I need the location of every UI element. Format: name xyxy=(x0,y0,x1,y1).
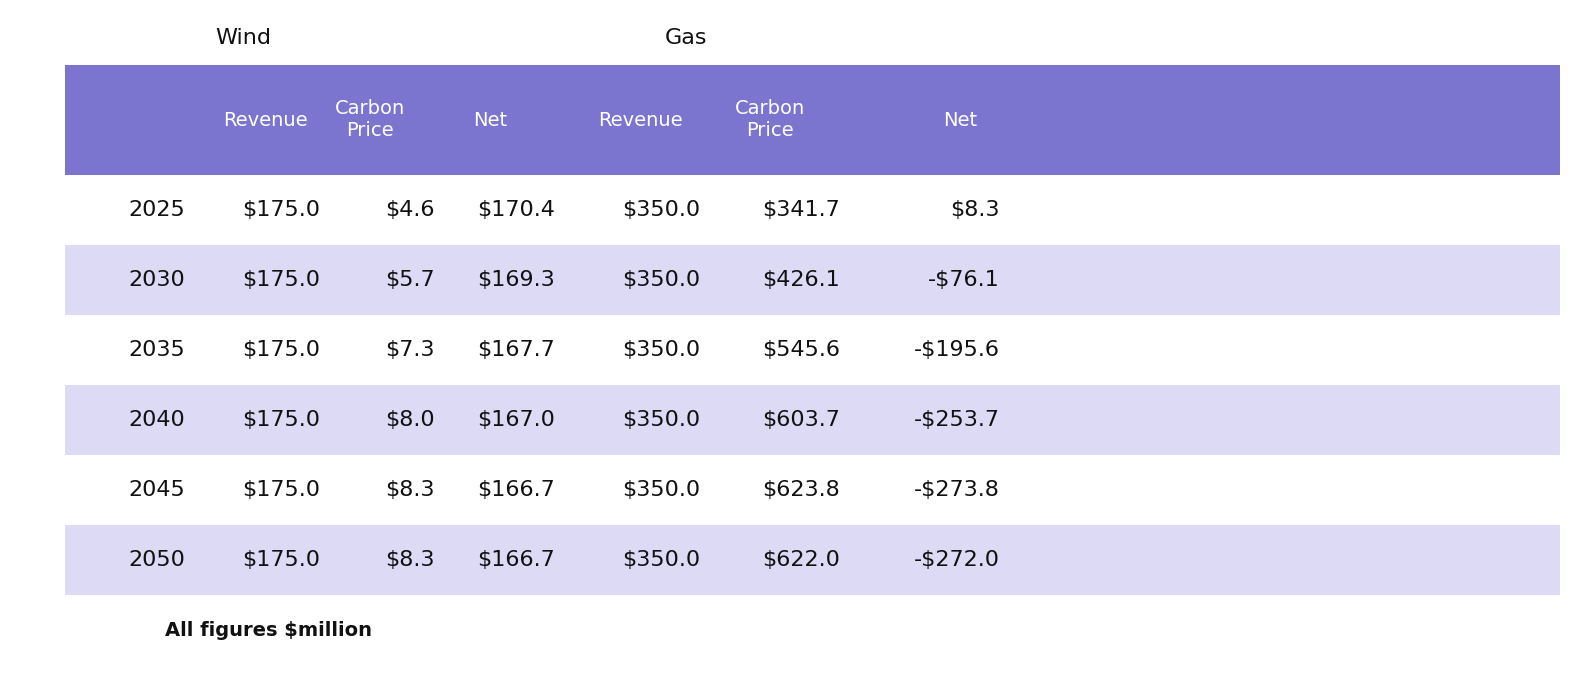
Text: Carbon
Price: Carbon Price xyxy=(335,99,405,141)
Text: $8.3: $8.3 xyxy=(386,550,436,570)
Text: Net: Net xyxy=(943,110,977,130)
Text: -$253.7: -$253.7 xyxy=(915,410,1001,430)
Text: $426.1: $426.1 xyxy=(763,270,839,290)
Text: -$272.0: -$272.0 xyxy=(915,550,1001,570)
Bar xyxy=(65,175,1559,245)
Text: Revenue: Revenue xyxy=(597,110,683,130)
Text: $175.0: $175.0 xyxy=(243,480,321,500)
Text: $167.0: $167.0 xyxy=(477,410,555,430)
Text: $8.0: $8.0 xyxy=(385,410,436,430)
Text: 2040: 2040 xyxy=(128,410,185,430)
Bar xyxy=(65,385,1559,455)
Text: 2035: 2035 xyxy=(128,340,185,360)
Text: Carbon
Price: Carbon Price xyxy=(734,99,804,141)
Text: $350.0: $350.0 xyxy=(622,480,701,500)
Text: $603.7: $603.7 xyxy=(763,410,839,430)
Bar xyxy=(65,455,1559,525)
Text: 2050: 2050 xyxy=(128,550,185,570)
Text: $8.3: $8.3 xyxy=(386,480,436,500)
Text: -$195.6: -$195.6 xyxy=(915,340,1001,360)
Text: $175.0: $175.0 xyxy=(243,340,321,360)
Text: $350.0: $350.0 xyxy=(622,550,701,570)
Text: $175.0: $175.0 xyxy=(243,410,321,430)
Text: Revenue: Revenue xyxy=(223,110,308,130)
Text: $7.3: $7.3 xyxy=(386,340,436,360)
Text: $166.7: $166.7 xyxy=(477,480,555,500)
Text: Gas: Gas xyxy=(666,28,707,48)
Text: $350.0: $350.0 xyxy=(622,270,701,290)
Bar xyxy=(65,65,1559,175)
Text: $166.7: $166.7 xyxy=(477,550,555,570)
Text: $350.0: $350.0 xyxy=(622,340,701,360)
Text: $350.0: $350.0 xyxy=(622,410,701,430)
Text: $545.6: $545.6 xyxy=(761,340,839,360)
Text: Net: Net xyxy=(472,110,508,130)
Text: $623.8: $623.8 xyxy=(763,480,839,500)
Text: $622.0: $622.0 xyxy=(763,550,839,570)
Text: $170.4: $170.4 xyxy=(477,200,555,220)
Text: 2025: 2025 xyxy=(128,200,185,220)
Text: Wind: Wind xyxy=(215,28,271,48)
Bar xyxy=(65,245,1559,315)
Text: $169.3: $169.3 xyxy=(477,270,555,290)
Text: $175.0: $175.0 xyxy=(243,550,321,570)
Text: 2030: 2030 xyxy=(128,270,185,290)
Bar xyxy=(65,525,1559,595)
Bar xyxy=(65,315,1559,385)
Text: $175.0: $175.0 xyxy=(243,200,321,220)
Text: $175.0: $175.0 xyxy=(243,270,321,290)
Text: $167.7: $167.7 xyxy=(477,340,555,360)
Bar xyxy=(65,10,1559,65)
Text: All figures $million: All figures $million xyxy=(164,620,372,640)
Text: $350.0: $350.0 xyxy=(622,200,701,220)
Text: $4.6: $4.6 xyxy=(386,200,436,220)
Text: -$76.1: -$76.1 xyxy=(929,270,1001,290)
Text: 2045: 2045 xyxy=(128,480,185,500)
Text: $8.3: $8.3 xyxy=(951,200,1001,220)
Text: $5.7: $5.7 xyxy=(385,270,436,290)
Text: -$273.8: -$273.8 xyxy=(915,480,1001,500)
Text: $341.7: $341.7 xyxy=(763,200,839,220)
